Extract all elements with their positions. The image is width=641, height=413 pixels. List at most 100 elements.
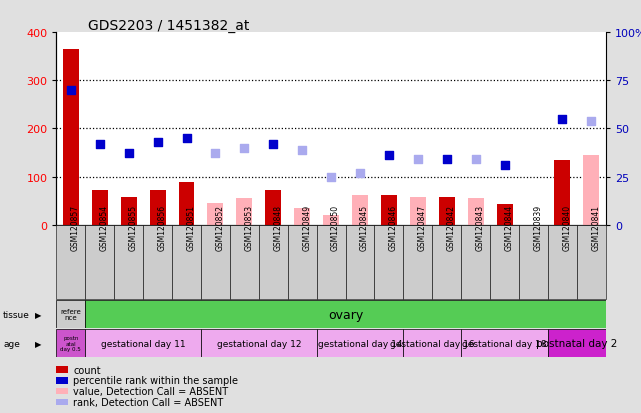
Text: GDS2203 / 1451382_at: GDS2203 / 1451382_at — [88, 19, 250, 33]
Text: rank, Detection Call = ABSENT: rank, Detection Call = ABSENT — [73, 397, 223, 407]
Bar — [179, 183, 194, 225]
Point — [326, 174, 336, 180]
Text: GSM120850: GSM120850 — [331, 204, 340, 250]
Bar — [201, 225, 230, 299]
Bar — [410, 197, 426, 225]
Bar — [85, 225, 114, 299]
Text: refere
nce: refere nce — [60, 308, 81, 320]
Point — [355, 170, 365, 176]
Text: GSM120852: GSM120852 — [215, 204, 224, 250]
Text: postnatal day 2: postnatal day 2 — [536, 338, 617, 348]
Point — [124, 151, 134, 157]
Bar — [317, 225, 345, 299]
Point — [384, 153, 394, 159]
Point — [268, 141, 278, 148]
Bar — [461, 225, 490, 299]
Text: GSM120843: GSM120843 — [476, 204, 485, 250]
Bar — [56, 225, 85, 299]
Bar — [149, 190, 165, 225]
Bar — [56, 329, 85, 357]
Bar — [554, 160, 570, 225]
Point — [499, 162, 510, 169]
Text: GSM120841: GSM120841 — [591, 204, 600, 250]
Text: GSM120842: GSM120842 — [447, 204, 456, 250]
Text: GSM120857: GSM120857 — [71, 204, 80, 250]
Bar — [85, 329, 201, 357]
Bar — [548, 225, 577, 299]
Text: GSM120848: GSM120848 — [273, 204, 282, 250]
Text: tissue: tissue — [3, 310, 30, 319]
Bar — [352, 195, 368, 225]
Bar — [317, 329, 403, 357]
Bar — [237, 199, 253, 225]
Point — [210, 151, 221, 157]
Bar — [265, 190, 281, 225]
Bar — [490, 225, 519, 299]
Text: GSM120851: GSM120851 — [187, 204, 196, 250]
Text: GSM120840: GSM120840 — [562, 204, 571, 250]
Bar — [432, 225, 461, 299]
Bar — [172, 225, 201, 299]
Bar — [345, 225, 374, 299]
Bar — [121, 198, 137, 225]
Bar — [294, 208, 310, 225]
Text: ovary: ovary — [328, 308, 363, 321]
Text: GSM120845: GSM120845 — [360, 204, 369, 250]
Text: GSM120854: GSM120854 — [100, 204, 109, 250]
Text: GSM120849: GSM120849 — [302, 204, 311, 250]
Bar — [577, 225, 606, 299]
Bar — [583, 155, 599, 225]
Text: gestational day 18: gestational day 18 — [462, 339, 547, 348]
Text: postn
atal
day 0.5: postn atal day 0.5 — [60, 335, 81, 351]
Text: GSM120847: GSM120847 — [418, 204, 427, 250]
Text: GSM120846: GSM120846 — [389, 204, 398, 250]
Text: age: age — [3, 339, 20, 348]
Text: ▶: ▶ — [35, 339, 42, 348]
Bar — [468, 199, 483, 225]
Bar — [497, 204, 513, 225]
Point — [66, 88, 76, 94]
Point — [153, 139, 163, 146]
Text: GSM120844: GSM120844 — [504, 204, 513, 250]
Bar — [403, 225, 432, 299]
Bar — [323, 216, 339, 225]
Point — [297, 147, 307, 154]
Bar — [381, 195, 397, 225]
Bar — [56, 300, 85, 328]
Text: gestational day 12: gestational day 12 — [217, 339, 301, 348]
Bar — [461, 329, 548, 357]
Bar — [259, 225, 288, 299]
Bar — [548, 329, 606, 357]
Text: count: count — [73, 365, 101, 375]
Text: value, Detection Call = ABSENT: value, Detection Call = ABSENT — [73, 386, 228, 396]
Point — [586, 118, 596, 125]
Point — [442, 157, 452, 163]
Bar — [114, 225, 143, 299]
Text: GSM120839: GSM120839 — [533, 204, 542, 250]
Bar — [288, 225, 317, 299]
Point — [95, 141, 105, 148]
Bar — [92, 190, 108, 225]
Bar — [403, 329, 461, 357]
Bar — [519, 225, 548, 299]
Bar — [439, 198, 454, 225]
Bar — [230, 225, 259, 299]
Point — [181, 135, 192, 142]
Text: percentile rank within the sample: percentile rank within the sample — [73, 375, 238, 385]
Bar — [208, 204, 223, 225]
Text: GSM120853: GSM120853 — [244, 204, 253, 250]
Text: GSM120856: GSM120856 — [158, 204, 167, 250]
Point — [470, 157, 481, 163]
Bar — [143, 225, 172, 299]
Bar — [63, 50, 79, 225]
Text: gestational day 16: gestational day 16 — [390, 339, 474, 348]
Point — [239, 145, 249, 152]
Text: GSM120855: GSM120855 — [129, 204, 138, 250]
Bar — [201, 329, 317, 357]
Text: gestational day 14: gestational day 14 — [318, 339, 403, 348]
Text: ▶: ▶ — [35, 310, 42, 319]
Bar — [374, 225, 403, 299]
Point — [557, 116, 567, 123]
Point — [413, 157, 423, 163]
Text: gestational day 11: gestational day 11 — [101, 339, 185, 348]
